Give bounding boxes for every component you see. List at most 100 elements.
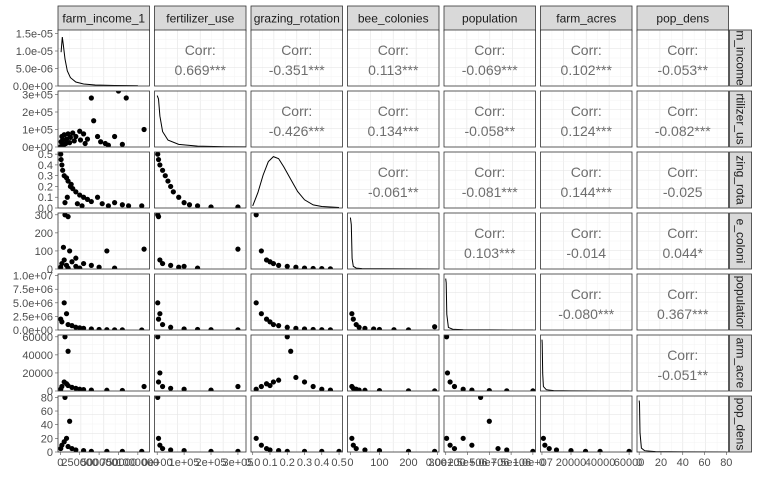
correlation-value: -0.058** (464, 123, 515, 139)
scatter-point (284, 263, 290, 269)
scatter-point (65, 382, 71, 389)
panel-border (636, 334, 729, 392)
x-tick-label: 1000000 (116, 457, 159, 469)
scatter-points (155, 213, 241, 269)
y-tick-label: 1.0e-05 (16, 46, 53, 58)
scatter-points (444, 335, 536, 391)
scatter-points (540, 435, 632, 452)
scatter-point (73, 385, 79, 391)
scatter-point (94, 133, 101, 140)
scatter-point (88, 262, 94, 268)
correlation-value: -0.025 (663, 184, 703, 200)
panel-border (443, 212, 536, 270)
panel (347, 395, 440, 453)
panel (154, 273, 247, 331)
scatter-point (155, 379, 162, 385)
y-tick-label: 0.3 (38, 171, 53, 183)
panel-grid (251, 213, 343, 269)
scatter-point (356, 387, 362, 391)
panel-grid (251, 396, 343, 452)
scatter-point (530, 388, 536, 391)
scatter-point (319, 266, 325, 269)
panel (57, 395, 150, 453)
x-tick-label: 40000 (585, 457, 616, 469)
scatter-point (447, 379, 453, 385)
y-tick-label: 3e+05 (22, 90, 53, 102)
panel-grid (154, 213, 246, 269)
row-strip-label: zing_rota (734, 155, 748, 205)
column-strip-label: grazing_rotation (254, 12, 340, 26)
y-tick-label: 1.5e-05 (16, 29, 53, 41)
scatter-point (310, 265, 316, 269)
row-strip-label: m_income (734, 30, 748, 86)
scatter-point (276, 262, 282, 268)
scatter-points (155, 152, 241, 208)
scatter-points (253, 213, 334, 269)
column-strip: fertilizer_use (154, 5, 247, 32)
scatter-point (258, 442, 264, 448)
x-tick-label: 100 (370, 457, 388, 469)
y-tick-label: 60 (41, 406, 53, 418)
x-axis: 0 100 200 300 (347, 452, 447, 469)
scatter-point (208, 448, 214, 452)
scatter-point (77, 137, 84, 143)
density-line (60, 37, 138, 86)
scatter-point (362, 387, 368, 391)
correlation-value: -0.081*** (462, 184, 519, 200)
scatter-point (60, 167, 66, 173)
scatter-point (112, 265, 118, 269)
panel: Corr: -0.069*** (443, 29, 536, 87)
panel: Corr: -0.081*** (443, 151, 536, 209)
row-strip: m_income (729, 29, 752, 87)
scatter-point (405, 327, 412, 330)
scatter-point (327, 387, 334, 391)
scatter-point (327, 327, 334, 330)
scatter-point (105, 203, 112, 208)
panel-border (347, 395, 440, 453)
scatter-point (63, 435, 70, 441)
row-strip: pop_dens (729, 395, 752, 453)
scatter-point (432, 324, 438, 330)
correlation-title: Corr: (667, 225, 698, 241)
correlation-title: Corr: (474, 42, 505, 58)
panel-grid (444, 274, 536, 330)
panel-grid (251, 30, 343, 86)
scatter-point (82, 140, 88, 147)
scatter-point (62, 200, 68, 206)
scatter-point (155, 396, 161, 400)
panel-border (443, 334, 536, 392)
y-tick-label: 60000 (22, 332, 53, 344)
panel-border (540, 212, 633, 270)
y-tick-label: 40 (41, 420, 53, 432)
x-tick-label: 250000 (61, 457, 98, 469)
correlation-title: Corr: (378, 42, 409, 58)
scatter-point (68, 181, 74, 187)
scatter-point (460, 435, 466, 441)
panel (347, 273, 440, 331)
x-tick-label: 1.0e+07 (513, 457, 553, 469)
panel-grid (154, 396, 246, 452)
scatter-point (96, 326, 102, 330)
scatter-point (362, 447, 368, 452)
scatter-point (96, 264, 102, 269)
scatter-point (99, 201, 105, 207)
scatter-point (208, 387, 214, 391)
panel-border (250, 395, 343, 453)
x-axis: 0.0e+002.5e+065.0e+067.5e+061.0e+07 (426, 452, 553, 469)
correlation-value: 0.113*** (368, 62, 419, 78)
scatter-point (253, 435, 259, 441)
panel-grid (444, 213, 536, 269)
y-tick-label: 300 (35, 210, 53, 222)
scatter-point (194, 265, 201, 269)
x-tick-label: 5.0e+06 (469, 457, 509, 469)
y-tick-label: 20000 (22, 368, 53, 380)
scatter-point (336, 448, 342, 452)
scatter-point (119, 141, 125, 147)
panel: Corr: -0.053** (636, 29, 729, 87)
panel (347, 334, 440, 392)
panel-border (636, 212, 729, 270)
row-strip-label: arm_acre (734, 338, 748, 389)
scatter-point (546, 445, 552, 452)
